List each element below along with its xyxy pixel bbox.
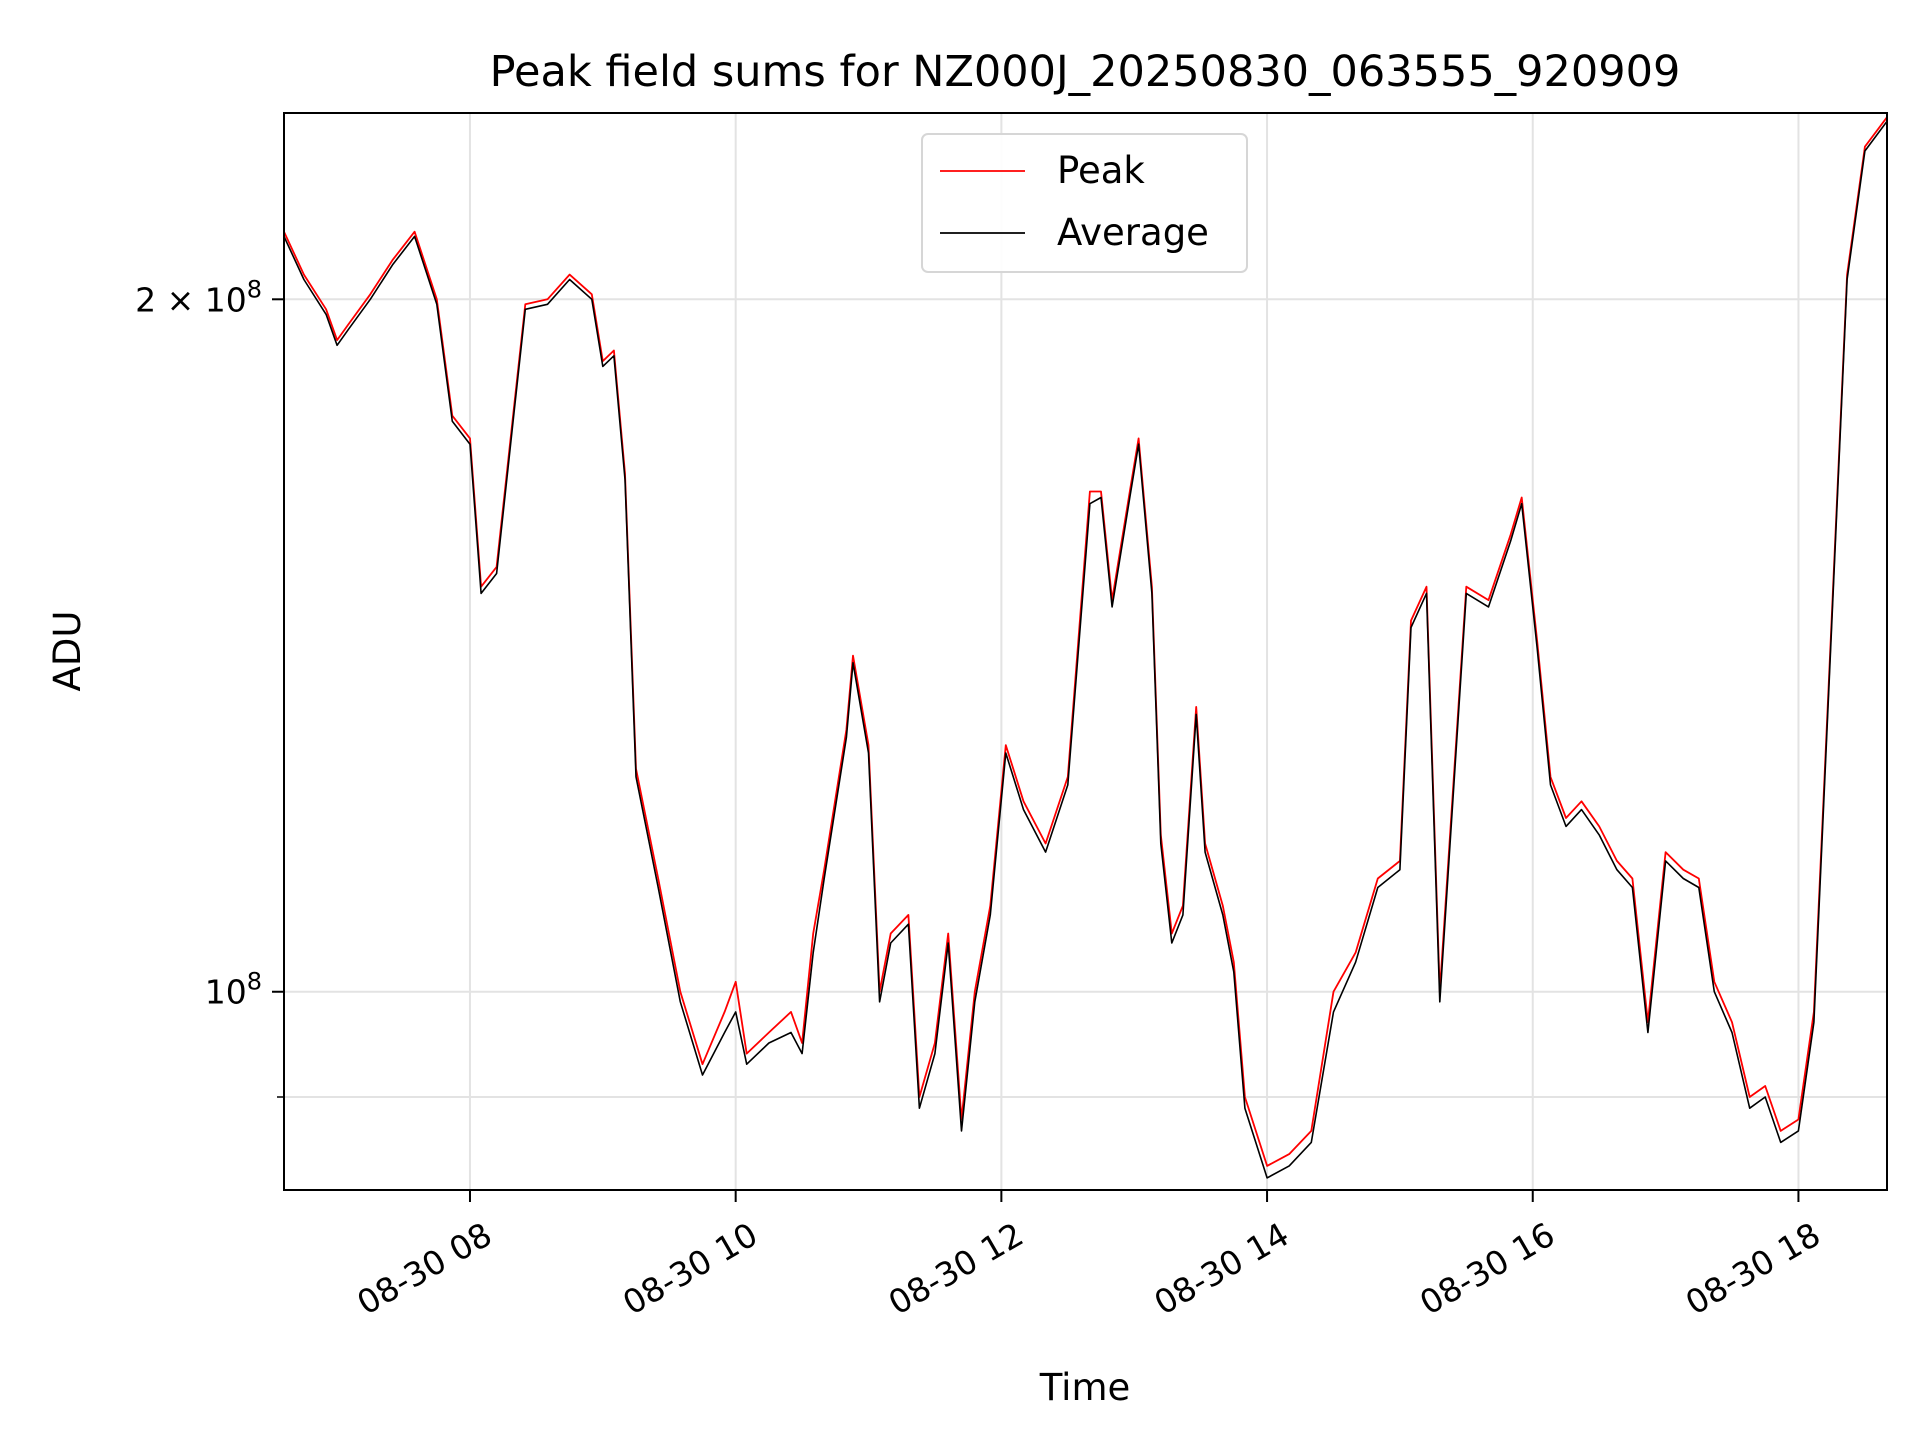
chart-title: Peak field sums for NZ000J_20250830_0635…: [490, 47, 1681, 97]
legend-box: [921, 133, 1248, 273]
series-line-average: [283, 120, 1888, 1179]
legend-label-average: Average: [1057, 211, 1209, 254]
series-lines: [283, 116, 1888, 1179]
x-axis-label: Time: [1039, 1366, 1131, 1409]
y-tick-label: 108: [205, 968, 262, 1012]
legend: Peak Average: [921, 133, 1248, 273]
plot-area-frame: [283, 112, 1888, 1191]
series-line-peak: [283, 116, 1888, 1167]
legend-label-peak: Peak: [1057, 149, 1145, 192]
y-axis-label: ADU: [46, 611, 89, 692]
y-tick-label: 2 × 108: [135, 275, 262, 319]
y-axis-ticks: 108 2 × 108: [135, 275, 284, 1098]
